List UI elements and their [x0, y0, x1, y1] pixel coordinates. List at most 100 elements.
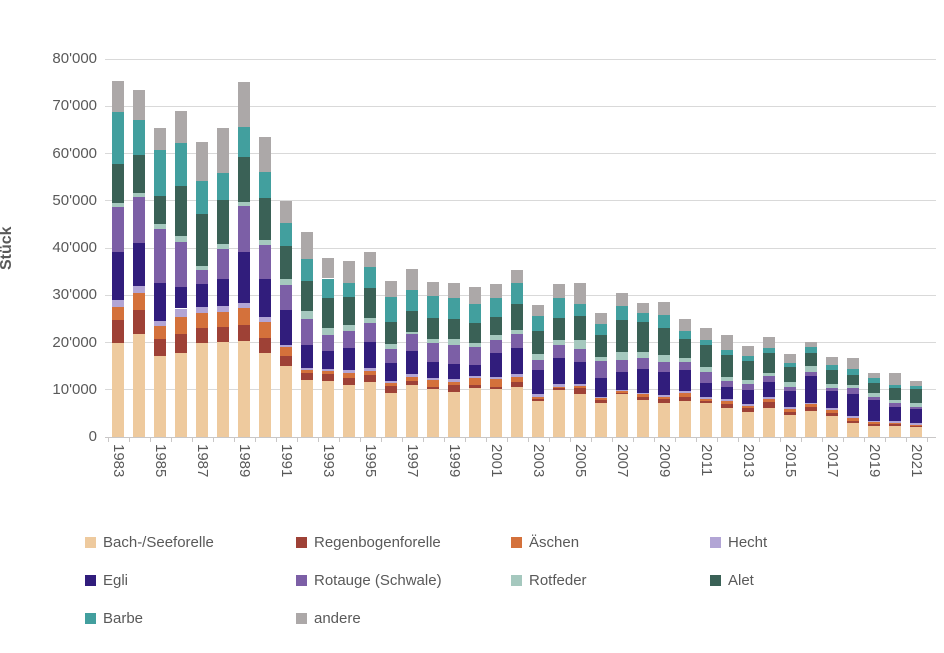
bar-segment-2019-Egli [868, 400, 880, 421]
bar-segment-2009-Hecht [658, 394, 670, 397]
x-tick [128, 437, 130, 442]
bar-segment-1995-Hecht [364, 367, 376, 371]
bar-segment-2003-Hecht [532, 394, 544, 397]
bar-segment-2003-Barbe [532, 316, 544, 332]
bar-1997 [406, 59, 418, 437]
bar-1985 [154, 59, 166, 437]
bar-segment-1992-Barbe [301, 258, 313, 282]
bar-segment-2014-Hecht [763, 397, 775, 399]
gridline [105, 58, 936, 60]
bar-segment-2015-Bach-/Seeforelle [784, 415, 796, 437]
bar-segment-2002-Bach-/Seeforelle [511, 386, 523, 437]
y-tick-label: 80'000 [52, 50, 97, 67]
bar-1993 [322, 59, 334, 437]
bar-2010 [679, 59, 691, 437]
x-tick [107, 437, 109, 442]
bar-segment-2008-Äschen [637, 394, 649, 397]
bar-segment-2003-Regenbogenforelle [532, 398, 544, 401]
bar-segment-2013-Barbe [742, 356, 754, 362]
legend-swatch-icon [511, 536, 522, 548]
bar-segment-2008-Rotauge (Schwale) [637, 357, 649, 370]
bar-1986 [175, 59, 187, 437]
bar-segment-1986-Regenbogenforelle [175, 334, 187, 353]
legend-item-Äschen: Äschen [511, 531, 579, 553]
x-tick-label-2011: 2011 [698, 444, 715, 477]
bar-segment-2000-Barbe [469, 304, 481, 324]
bar-segment-2011-Egli [700, 383, 712, 398]
plot-area: 0 10'000 20'000 30'000 40'000 50'000 60'000 70'… [52, 51, 936, 477]
bar-segment-1993-Hecht [322, 368, 334, 371]
bar-segment-2010-Alet [679, 339, 691, 359]
bar-segment-1999-Rotfeder [448, 339, 460, 346]
bar-segment-2009-Rotfeder [658, 355, 670, 362]
bar-segment-2000-Alet [469, 323, 481, 343]
x-tick [149, 437, 151, 442]
bar-segment-1994-Egli [343, 348, 355, 371]
bar-segment-1997-andere [406, 268, 418, 291]
bar-segment-1998-Bach-/Seeforelle [427, 389, 439, 437]
bar-segment-1988-Bach-/Seeforelle [217, 342, 229, 437]
bar-segment-2001-Bach-/Seeforelle [490, 389, 502, 437]
x-tick-label-2017: 2017 [824, 444, 841, 478]
bar-segment-2007-Hecht [616, 390, 628, 392]
bar-segment-2010-Äschen [679, 393, 691, 397]
x-tick [464, 437, 466, 442]
bar-segment-1994-Rotauge (Schwale) [343, 330, 355, 349]
bar-segment-2019-Rotauge (Schwale) [868, 396, 880, 401]
bar-segment-2009-Alet [658, 327, 670, 356]
bar-segment-2006-Rotfeder [595, 356, 607, 362]
bar-segment-2007-Rotauge (Schwale) [616, 360, 628, 372]
x-tick-label-2001: 2001 [488, 444, 505, 478]
bar-segment-1987-Regenbogenforelle [196, 328, 208, 344]
bar-segment-1994-Hecht [343, 370, 355, 374]
x-tick [590, 437, 592, 442]
bar-2012 [721, 59, 733, 437]
bar-segment-2006-Hecht [595, 396, 607, 399]
x-tick-label-1997: 1997 [404, 444, 421, 478]
x-tick [233, 437, 235, 442]
bar-segment-2018-Regenbogenforelle [847, 420, 859, 424]
bar-segment-1995-Regenbogenforelle [364, 375, 376, 382]
bar-segment-2001-andere [490, 284, 502, 298]
legend-swatch-icon [296, 612, 307, 624]
x-tick [716, 437, 718, 442]
bar-segment-2005-Bach-/Seeforelle [574, 394, 586, 437]
legend-swatch-icon [85, 612, 96, 624]
bar-segment-1995-andere [364, 251, 376, 267]
bar-segment-2002-Äschen [511, 376, 523, 383]
bar-segment-2017-Barbe [826, 365, 838, 371]
x-tick [191, 437, 193, 442]
x-tick [380, 437, 382, 442]
x-tick [401, 437, 403, 442]
bar-segment-2004-Rotauge (Schwale) [553, 345, 565, 359]
bar-segment-1993-Rotfeder [322, 328, 334, 336]
bar-segment-1998-Rotauge (Schwale) [427, 343, 439, 362]
bar-segment-2020-Bach-/Seeforelle [889, 425, 901, 437]
bar-segment-1997-Egli [406, 351, 418, 375]
bar-segment-1983-Hecht [112, 299, 124, 307]
bar-segment-2011-Rotauge (Schwale) [700, 371, 712, 384]
bar-segment-2003-Alet [532, 331, 544, 355]
bar-segment-2014-Alet [763, 353, 775, 373]
bar-segment-2019-Regenbogenforelle [868, 424, 880, 426]
bar-segment-2015-Äschen [784, 409, 796, 412]
legend-swatch-icon [85, 536, 96, 548]
bar-segment-2012-andere [721, 335, 733, 351]
bar-segment-2011-Bach-/Seeforelle [700, 403, 712, 437]
bar-segment-1991-andere [280, 200, 292, 223]
bar-segment-2018-Rotauge (Schwale) [847, 388, 859, 395]
bar-segment-1998-Hecht [427, 377, 439, 380]
gridline [105, 247, 936, 249]
bar-segment-1985-Egli [154, 283, 166, 321]
bar-2003 [532, 59, 544, 437]
bar-segment-2020-Hecht [889, 420, 901, 423]
bar-segment-1995-Bach-/Seeforelle [364, 381, 376, 437]
bar-segment-2021-Barbe [910, 385, 922, 390]
legend-label: Rotauge (Schwale) [314, 571, 442, 589]
legend-item-Rotauge (Schwale): Rotauge (Schwale) [296, 569, 442, 591]
bar-segment-2013-Rotauge (Schwale) [742, 384, 754, 390]
bar-segment-2013-Regenbogenforelle [742, 408, 754, 412]
bar-segment-1988-Alet [217, 200, 229, 244]
bar-segment-2000-Bach-/Seeforelle [469, 387, 481, 437]
bar-segment-2002-Egli [511, 347, 523, 375]
